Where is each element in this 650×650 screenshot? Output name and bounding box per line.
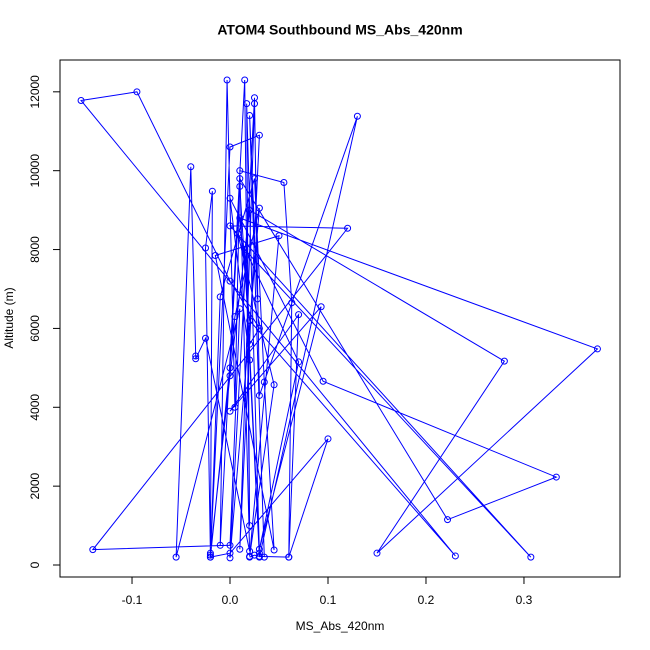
data-point xyxy=(255,553,263,561)
data-point xyxy=(246,356,254,364)
data-point xyxy=(260,553,268,561)
y-tick-label: 8000 xyxy=(28,236,42,263)
y-tick-label: 12000 xyxy=(28,75,42,109)
data-point xyxy=(226,222,234,230)
data-point xyxy=(288,299,296,307)
data-point xyxy=(202,334,210,342)
data-point xyxy=(172,553,180,561)
data-point xyxy=(231,313,239,321)
data-point xyxy=(295,311,303,319)
data-point xyxy=(236,175,244,183)
x-tick-label: 0.3 xyxy=(516,593,533,607)
y-tick-label: 4000 xyxy=(28,394,42,421)
data-point xyxy=(373,549,381,557)
data-point xyxy=(246,317,254,325)
data-point xyxy=(216,541,224,549)
data-point xyxy=(255,324,263,332)
data-point xyxy=(251,175,259,183)
data-point xyxy=(226,541,234,549)
data-point xyxy=(255,549,263,557)
data-point xyxy=(236,545,244,553)
data-point xyxy=(246,552,254,560)
data-point xyxy=(89,546,97,554)
data-point xyxy=(285,553,293,561)
data-point xyxy=(275,232,283,240)
data-point xyxy=(226,372,234,380)
plot-frame xyxy=(59,59,621,578)
data-point xyxy=(246,522,254,530)
data-point xyxy=(226,143,234,151)
data-point xyxy=(226,364,234,372)
data-point xyxy=(236,167,244,175)
data-point xyxy=(241,76,249,84)
data-point xyxy=(246,206,254,214)
data-point xyxy=(255,545,263,553)
data-point xyxy=(206,551,214,559)
y-tick-label: 0 xyxy=(28,561,42,568)
data-point xyxy=(236,305,244,313)
data-point xyxy=(234,230,242,238)
data-point xyxy=(246,547,254,555)
data-point xyxy=(226,277,234,285)
data-point xyxy=(202,244,210,252)
data-point xyxy=(226,194,234,202)
data-point xyxy=(192,355,200,363)
data-point xyxy=(253,295,261,303)
data-point xyxy=(344,224,352,232)
data-point xyxy=(270,381,278,389)
data-point xyxy=(353,112,361,120)
data-point xyxy=(241,246,249,254)
data-point xyxy=(206,553,214,561)
data-point xyxy=(206,549,214,557)
y-tick-label: 6000 xyxy=(28,315,42,342)
data-point xyxy=(251,94,259,102)
data-point xyxy=(243,100,251,108)
data-point xyxy=(77,96,85,104)
data-point xyxy=(451,552,459,560)
data-point xyxy=(260,378,268,386)
data-point xyxy=(231,403,239,411)
data-point xyxy=(527,553,535,561)
data-point xyxy=(319,377,327,385)
data-line xyxy=(80,79,599,558)
data-point xyxy=(226,549,234,557)
data-point xyxy=(236,214,244,222)
data-point xyxy=(255,131,263,139)
x-tick-label: -0.1 xyxy=(122,593,143,607)
data-point xyxy=(216,293,224,301)
data-point xyxy=(255,204,263,212)
data-point xyxy=(236,182,244,190)
x-axis-title: MS_Abs_420nm xyxy=(296,619,385,633)
data-point xyxy=(552,473,560,481)
data-point xyxy=(593,345,601,353)
data-point xyxy=(226,554,234,562)
data-point xyxy=(208,187,216,195)
y-tick-label: 10000 xyxy=(28,154,42,188)
data-point xyxy=(295,358,303,366)
data-point xyxy=(246,111,254,119)
data-point xyxy=(280,179,288,187)
data-point xyxy=(444,516,452,524)
chart-title: ATOM4 Southbound MS_Abs_420nm xyxy=(217,22,462,38)
data-point xyxy=(133,88,141,96)
data-point xyxy=(192,352,200,360)
data-point xyxy=(223,76,231,84)
x-tick-label: 0.2 xyxy=(418,593,435,607)
data-point xyxy=(226,407,234,415)
data-point xyxy=(270,546,278,554)
data-point xyxy=(246,340,254,348)
y-tick-label: 2000 xyxy=(28,472,42,499)
data-point xyxy=(317,303,325,311)
x-tick-label: 0.0 xyxy=(222,593,239,607)
data-point xyxy=(187,163,195,171)
data-point xyxy=(324,435,332,443)
data-point xyxy=(500,357,508,365)
data-point xyxy=(211,251,219,259)
y-axis-title: Altitude (m) xyxy=(2,287,16,348)
x-tick-label: 0.1 xyxy=(320,593,337,607)
data-point xyxy=(255,391,263,399)
